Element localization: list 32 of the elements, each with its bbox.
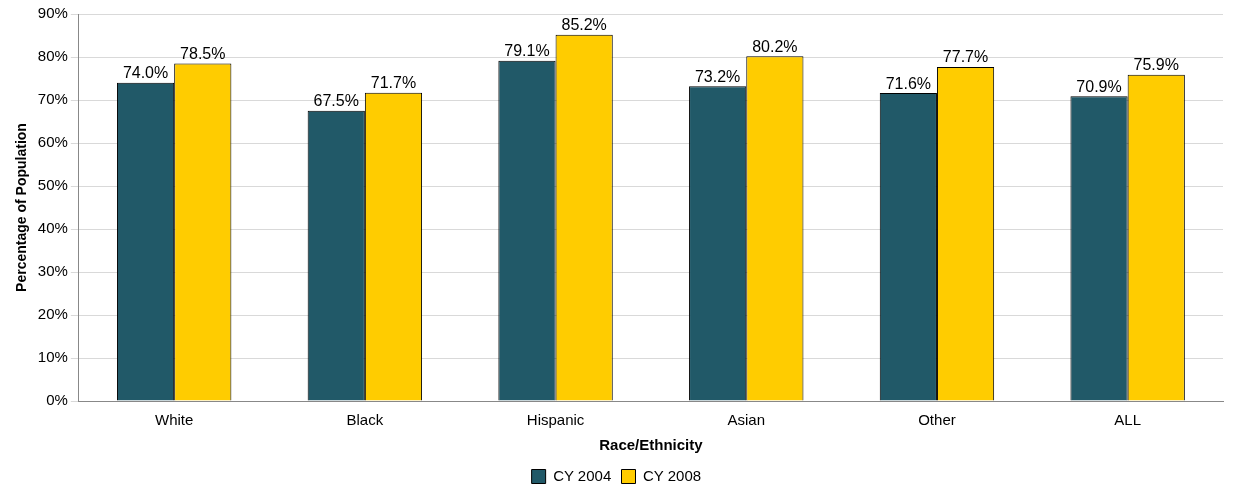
data-label: 78.5% [180,44,226,62]
y-tick-label: 50% [37,176,68,194]
data-label: 67.5% [313,92,359,110]
y-tick-label: 30% [37,262,68,280]
legend-label: CY 2004 [553,466,612,484]
data-label: 70.9% [1076,77,1122,95]
x-tick-label: ALL [1114,411,1141,429]
data-label: 71.6% [885,74,932,92]
x-tick-label: Hispanic [526,411,585,429]
data-label: 74.0% [122,64,169,82]
legend-label: CY 2008 [643,466,702,484]
data-label: 73.2% [694,67,741,85]
y-tick-label: 80% [37,47,68,65]
data-label: 77.7% [942,48,989,66]
data-label: 80.2% [752,37,798,55]
y-tick-label: 90% [37,4,68,22]
y-tick-label: 40% [37,219,68,237]
x-axis-title: Race/Ethnicity [599,436,704,454]
data-label: 75.9% [1133,56,1179,74]
x-tick-label: White [155,411,194,429]
x-tick-label: Black [346,411,384,429]
y-tick-label: 20% [37,305,68,323]
data-label: 71.7% [370,74,417,92]
y-axis-title: Percentage of Population [13,123,30,292]
x-tick-label: Other [918,411,956,429]
data-label: 85.2% [561,16,607,34]
y-tick-label: 0% [46,391,68,409]
data-label: 79.1% [504,42,550,60]
y-tick-label: 60% [37,133,68,151]
y-tick-label: 10% [37,348,68,366]
x-tick-label: Asian [727,411,766,429]
y-tick-label: 70% [37,90,68,108]
